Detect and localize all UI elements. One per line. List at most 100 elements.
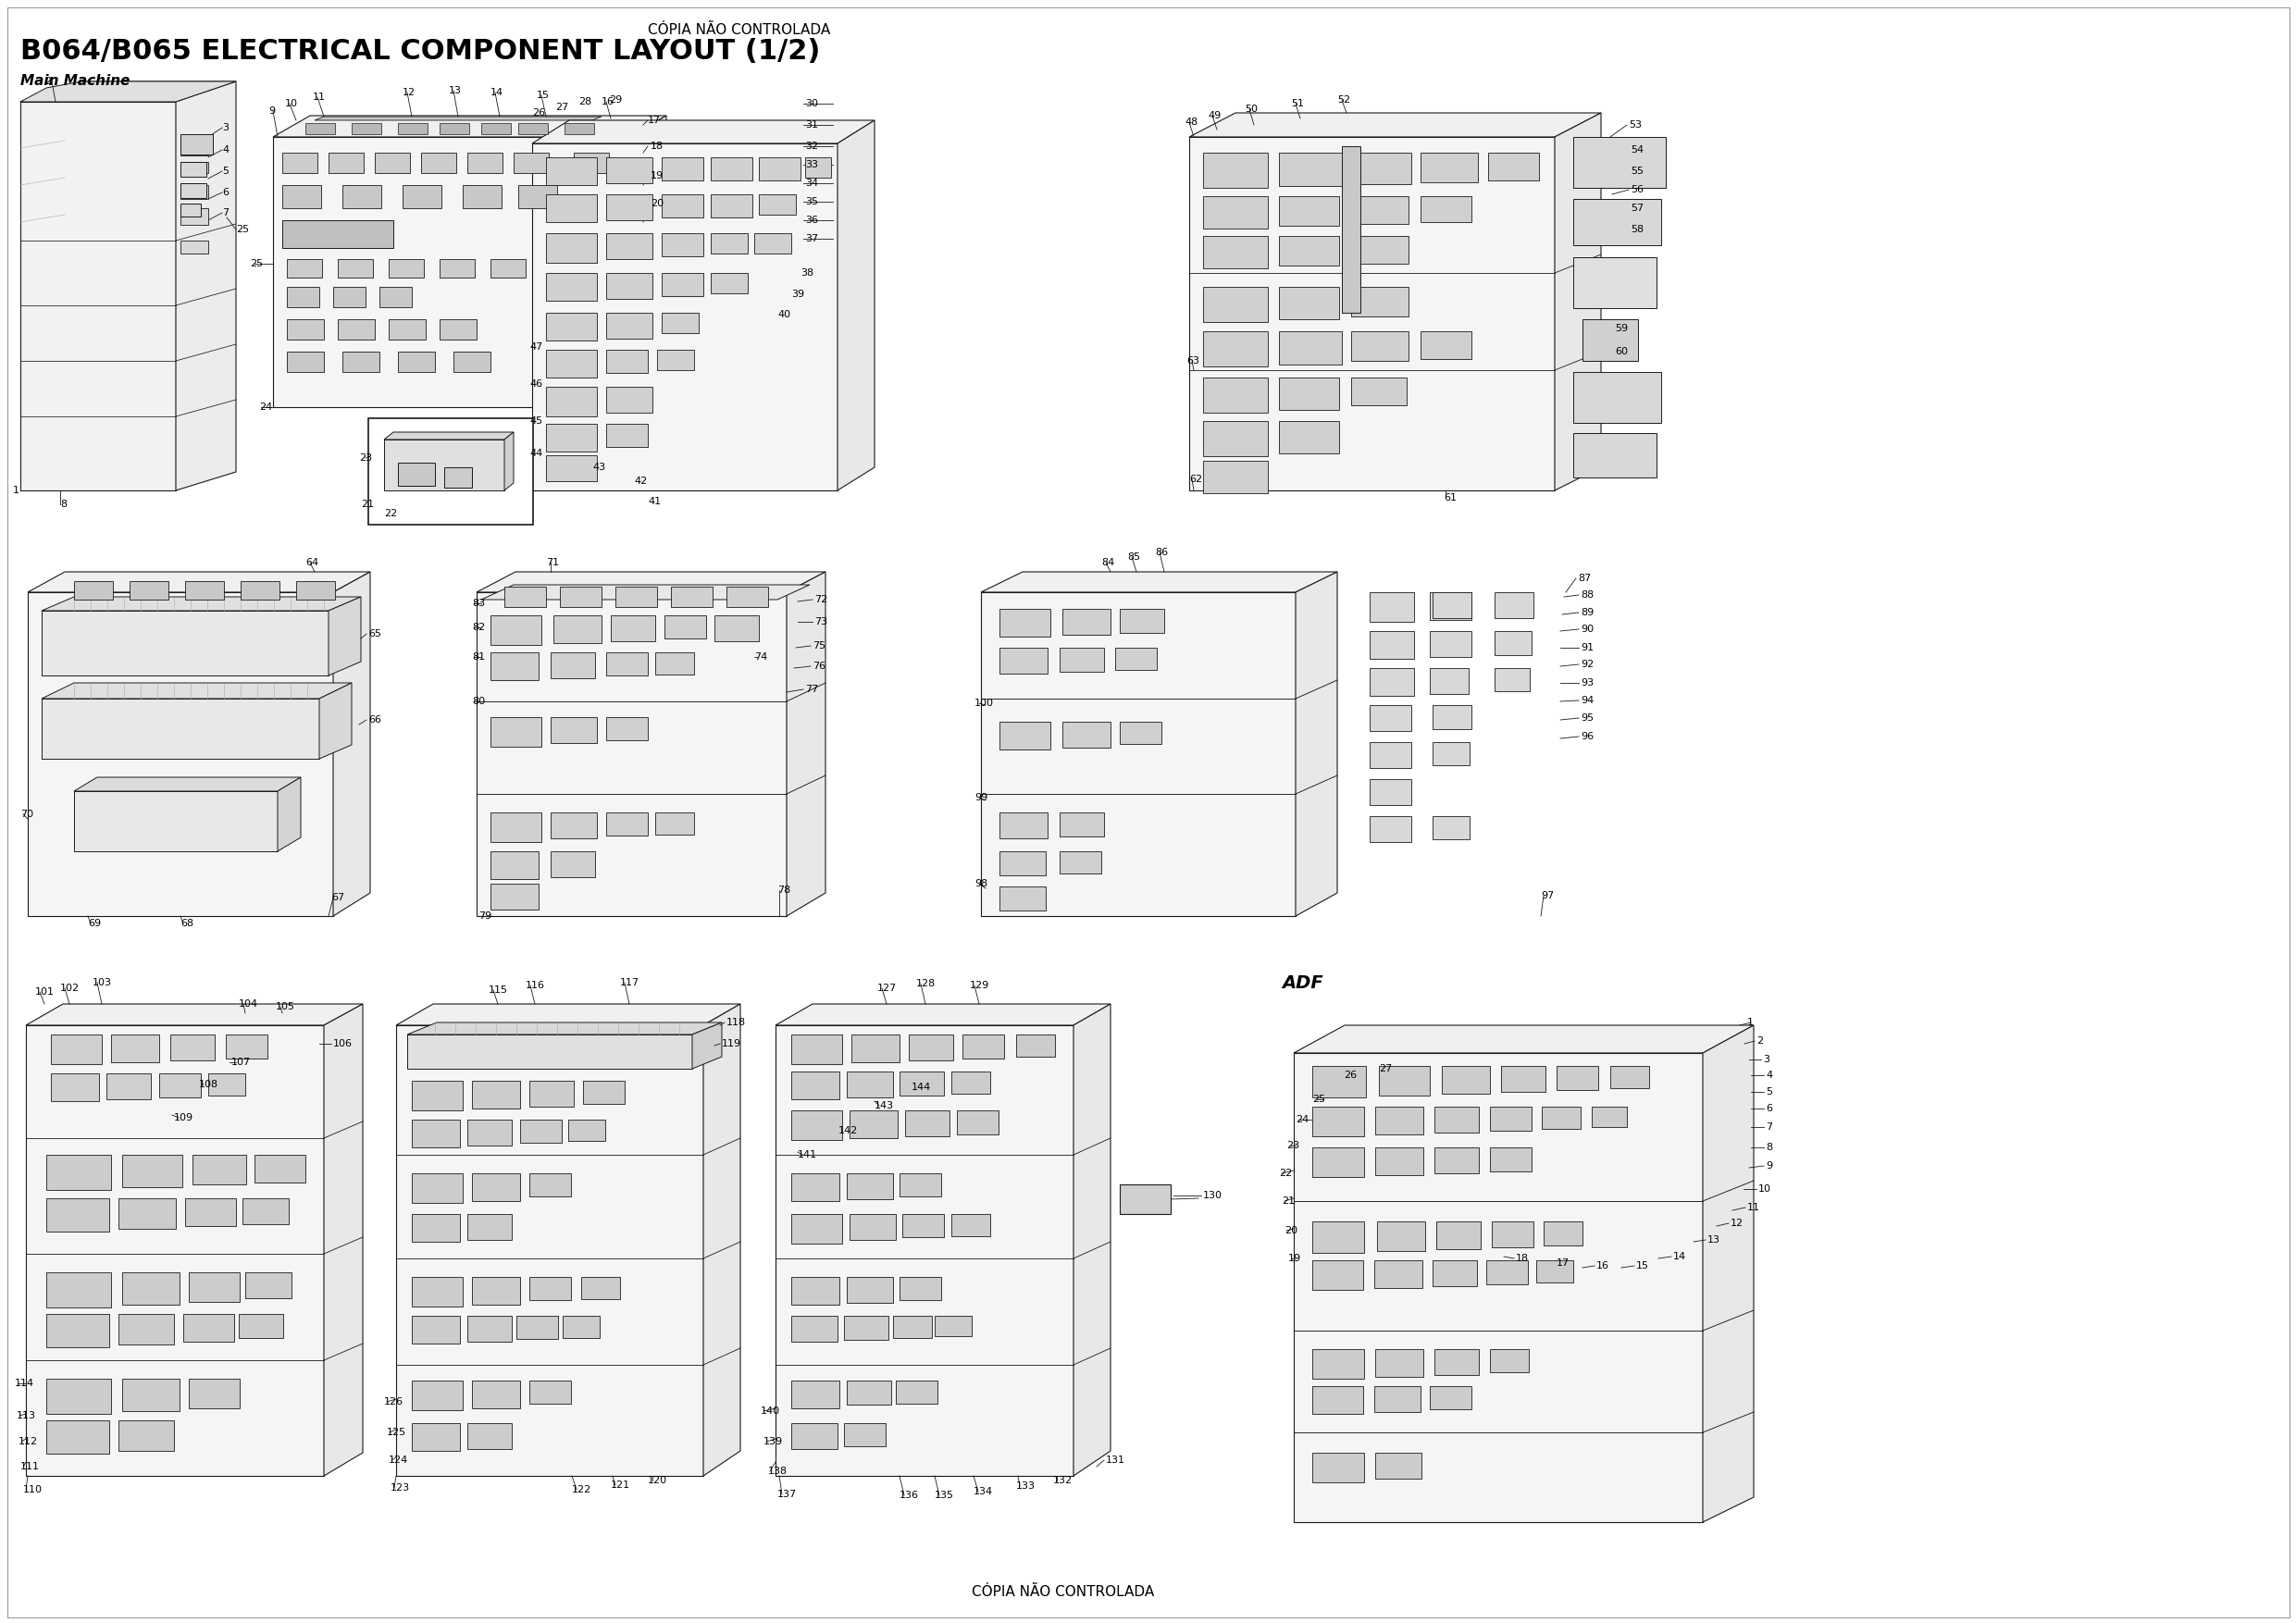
Text: 108: 108: [200, 1079, 218, 1089]
Bar: [1421, 331, 1472, 359]
Text: 72: 72: [815, 596, 827, 604]
Text: 135: 135: [934, 1490, 955, 1500]
Text: 90: 90: [1580, 625, 1593, 635]
Bar: [792, 1316, 838, 1342]
Bar: [122, 1156, 181, 1186]
Text: 100: 100: [974, 698, 994, 708]
Text: 19: 19: [650, 170, 664, 180]
Bar: [606, 234, 652, 260]
Bar: [439, 260, 475, 278]
Text: 83: 83: [473, 599, 484, 609]
Text: 8: 8: [1766, 1143, 1773, 1152]
Bar: [388, 320, 425, 339]
Text: 128: 128: [916, 979, 937, 988]
Bar: [51, 1073, 99, 1100]
Polygon shape: [41, 597, 360, 610]
Bar: [546, 386, 597, 417]
Text: 24: 24: [1295, 1115, 1309, 1125]
Text: 37: 37: [806, 234, 817, 243]
Bar: [110, 1034, 158, 1063]
Bar: [1380, 1066, 1430, 1096]
Text: 101: 101: [34, 987, 55, 997]
Bar: [455, 352, 491, 372]
Text: 9: 9: [269, 107, 276, 115]
Text: 69: 69: [87, 919, 101, 928]
Bar: [661, 195, 703, 217]
Text: 139: 139: [765, 1436, 783, 1446]
Bar: [473, 1173, 521, 1201]
Bar: [546, 273, 597, 300]
Polygon shape: [1189, 136, 1554, 490]
Text: 125: 125: [386, 1428, 406, 1436]
Bar: [1490, 1147, 1531, 1172]
Text: 126: 126: [383, 1397, 404, 1407]
Bar: [999, 722, 1049, 750]
Text: 53: 53: [1628, 120, 1642, 130]
Bar: [184, 1315, 234, 1342]
Bar: [1350, 287, 1407, 316]
Bar: [73, 581, 113, 599]
Text: 136: 136: [900, 1490, 918, 1500]
Bar: [847, 1173, 893, 1199]
Text: 19: 19: [1288, 1255, 1302, 1263]
Bar: [51, 1034, 101, 1065]
Bar: [606, 157, 652, 183]
Bar: [962, 1034, 1003, 1058]
Text: 137: 137: [778, 1490, 797, 1500]
Bar: [546, 195, 597, 222]
Bar: [850, 1110, 898, 1138]
Bar: [473, 1081, 521, 1109]
Bar: [1350, 331, 1407, 360]
Text: 76: 76: [813, 662, 827, 670]
Bar: [999, 813, 1047, 839]
Bar: [583, 1081, 625, 1104]
Bar: [712, 273, 748, 294]
Bar: [1313, 1107, 1364, 1136]
Text: 10: 10: [1759, 1185, 1770, 1193]
Bar: [1203, 235, 1267, 268]
Bar: [1371, 742, 1412, 768]
Text: 40: 40: [778, 310, 790, 320]
Polygon shape: [41, 698, 319, 760]
Bar: [546, 313, 597, 341]
Bar: [468, 1120, 512, 1146]
Polygon shape: [328, 597, 360, 675]
Text: 103: 103: [92, 979, 113, 987]
Text: 74: 74: [753, 652, 767, 662]
Bar: [606, 195, 652, 221]
Text: 144: 144: [912, 1083, 932, 1092]
Polygon shape: [324, 1005, 363, 1475]
Text: B064/B065 ELECTRICAL COMPONENT LAYOUT (1/2): B064/B065 ELECTRICAL COMPONENT LAYOUT (1…: [21, 37, 820, 65]
Text: 73: 73: [815, 617, 827, 626]
Bar: [845, 1316, 889, 1341]
Bar: [714, 615, 760, 641]
Bar: [338, 320, 374, 339]
Polygon shape: [397, 1005, 739, 1026]
Text: 23: 23: [358, 453, 372, 463]
Bar: [505, 586, 546, 607]
Bar: [1279, 153, 1341, 187]
Text: 78: 78: [778, 886, 790, 894]
Bar: [46, 1315, 110, 1347]
Bar: [411, 1316, 459, 1344]
Bar: [1350, 153, 1412, 183]
Text: 7: 7: [1766, 1123, 1773, 1131]
Text: 5: 5: [1766, 1087, 1773, 1097]
Bar: [1430, 669, 1469, 695]
Bar: [468, 1316, 512, 1342]
Text: 121: 121: [611, 1480, 631, 1490]
Bar: [1492, 1222, 1534, 1248]
Text: 26: 26: [533, 109, 544, 117]
Bar: [999, 852, 1045, 875]
Bar: [530, 1277, 572, 1300]
Polygon shape: [776, 1005, 1111, 1026]
Text: 113: 113: [16, 1410, 37, 1420]
Bar: [186, 581, 225, 599]
Bar: [661, 157, 703, 180]
Bar: [1203, 153, 1267, 188]
Text: 44: 44: [530, 450, 542, 458]
Bar: [551, 717, 597, 743]
Polygon shape: [21, 102, 177, 490]
Text: 33: 33: [806, 161, 817, 169]
Bar: [1375, 1386, 1421, 1412]
